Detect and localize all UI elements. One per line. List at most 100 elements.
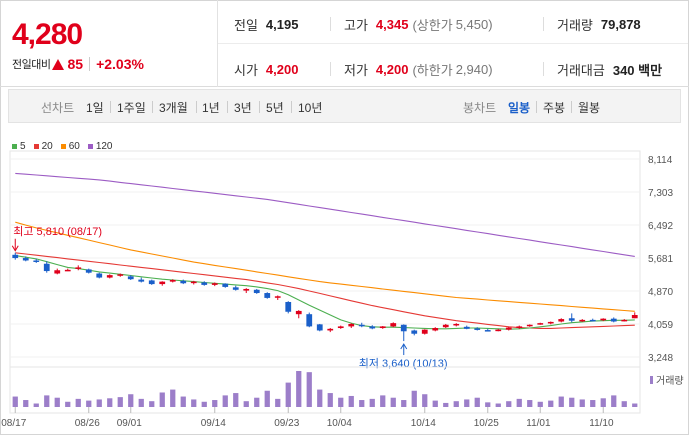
candle-chart-label: 봉차트	[463, 101, 497, 115]
amount-label: 거래대금	[557, 63, 605, 78]
candle-body	[537, 323, 544, 325]
change-percent: +2.03%	[96, 56, 144, 72]
volume-bar	[527, 400, 533, 407]
legend-ma120: 120	[87, 141, 113, 152]
volume-bar	[453, 401, 459, 407]
legend-ma20-label: 20	[41, 141, 53, 152]
volume-bar	[243, 401, 249, 407]
volume-bar	[285, 382, 291, 407]
candle-body	[516, 326, 523, 329]
candle-body	[33, 260, 40, 262]
tab-divider	[196, 101, 197, 113]
amount-cell: 거래대금 340 백만	[557, 48, 662, 91]
volume-bar	[212, 400, 218, 407]
tab-3y[interactable]: 3년	[234, 101, 252, 115]
candle-body	[159, 281, 166, 285]
tab-divider	[110, 101, 111, 113]
y-axis: 8,114 7,303 6,492 5,681 4,870 4,059 3,248	[648, 155, 673, 364]
candle-body	[264, 293, 271, 298]
tab-10y[interactable]: 10년	[298, 101, 323, 115]
tab-1w[interactable]: 1주일	[117, 101, 146, 115]
tab-weekly[interactable]: 주봉	[543, 101, 566, 115]
volume-bar	[348, 395, 354, 407]
volume-bar	[170, 389, 176, 407]
volume-value: 79,878	[600, 17, 641, 32]
high-cell: 고가 4,345 (상한가 5,450)	[344, 3, 493, 46]
divider	[543, 17, 544, 31]
tab-3m[interactable]: 3개월	[159, 101, 188, 115]
y-tick-label: 5,681	[648, 254, 673, 265]
candle-body	[337, 326, 344, 329]
candle-body	[274, 296, 281, 298]
candle-body	[453, 323, 460, 326]
upper-limit-value: 5,450)	[455, 17, 493, 32]
volume-bar	[506, 401, 512, 407]
candle-body	[316, 324, 323, 331]
price-summary: 4,280 전일대비 85 +2.03% 전일 4,195 고가 4,345 (…	[0, 0, 689, 87]
volume-bar	[264, 390, 270, 407]
change-value: 85	[67, 56, 84, 72]
legend-ma5: 5	[12, 141, 26, 152]
volume-bar	[149, 401, 155, 407]
lower-limit-value: 2,940)	[455, 62, 493, 77]
legend-swatch	[60, 144, 66, 149]
volume-bar	[537, 401, 543, 407]
candles	[12, 252, 638, 342]
tab-divider	[571, 101, 572, 113]
candle-body	[180, 280, 187, 284]
y-tick-label: 8,114	[648, 155, 673, 166]
volume-bar	[443, 402, 449, 407]
candle-body	[390, 323, 397, 327]
candle-body	[358, 324, 365, 327]
y-tick-label: 6,492	[648, 221, 673, 232]
low-value: 4,200	[375, 62, 409, 77]
low-label: 저가	[344, 63, 368, 78]
prev-close-cell: 전일 4,195	[234, 3, 298, 46]
volume-bar	[33, 403, 39, 407]
open-label: 시가	[234, 63, 258, 78]
tab-1y[interactable]: 1년	[202, 101, 220, 115]
volume-bar	[611, 395, 617, 407]
candle-body	[75, 267, 82, 269]
max-arrow-head-icon	[11, 245, 19, 252]
volume-bar	[380, 395, 386, 407]
min-annotation: 최저 3,640 (10/13)	[359, 357, 448, 370]
candle-body	[547, 321, 554, 324]
amount-value: 340 백만	[612, 63, 663, 78]
volume-bar	[44, 395, 50, 407]
candle-body	[411, 330, 418, 334]
line-chart-label: 선차트	[41, 101, 75, 115]
volume-bar	[128, 394, 134, 407]
tab-divider	[152, 101, 153, 113]
upper-limit-label: (상한가	[412, 18, 453, 33]
max-annotation: 최고 5,810 (08/17)	[13, 225, 102, 238]
candle-body	[127, 276, 134, 280]
current-price-box: 4,280 전일대비 85 +2.03%	[0, 0, 218, 87]
volume-bar	[201, 401, 207, 407]
volume-bar	[275, 398, 281, 407]
volume-bar	[548, 400, 554, 407]
candle-body	[495, 329, 502, 332]
tab-daily[interactable]: 일봉	[508, 101, 531, 115]
volume-bar	[327, 393, 333, 407]
volume-bar	[516, 398, 522, 407]
y-tick-label: 3,248	[648, 353, 673, 364]
legend-swatch	[33, 144, 39, 149]
volume-bar	[180, 396, 186, 407]
x-tick-label: 10/04	[327, 418, 352, 429]
candle-body	[327, 328, 334, 331]
tab-1d[interactable]: 1일	[86, 101, 104, 115]
tab-5y[interactable]: 5년	[266, 101, 284, 115]
x-tick-label: 11/10	[589, 418, 614, 429]
tab-monthly[interactable]: 월봉	[578, 101, 601, 115]
volume-bar	[12, 396, 18, 407]
min-arrow-head-icon	[400, 343, 408, 350]
candle-body	[484, 330, 491, 332]
volume-label: 거래량	[557, 18, 593, 33]
candle-body	[211, 283, 218, 285]
high-value: 4,345	[375, 17, 409, 32]
volume-bar	[96, 399, 102, 407]
prev-close-value: 4,195	[265, 17, 299, 32]
x-tick-label: 11/01	[526, 418, 551, 429]
volume-bar	[159, 392, 165, 407]
